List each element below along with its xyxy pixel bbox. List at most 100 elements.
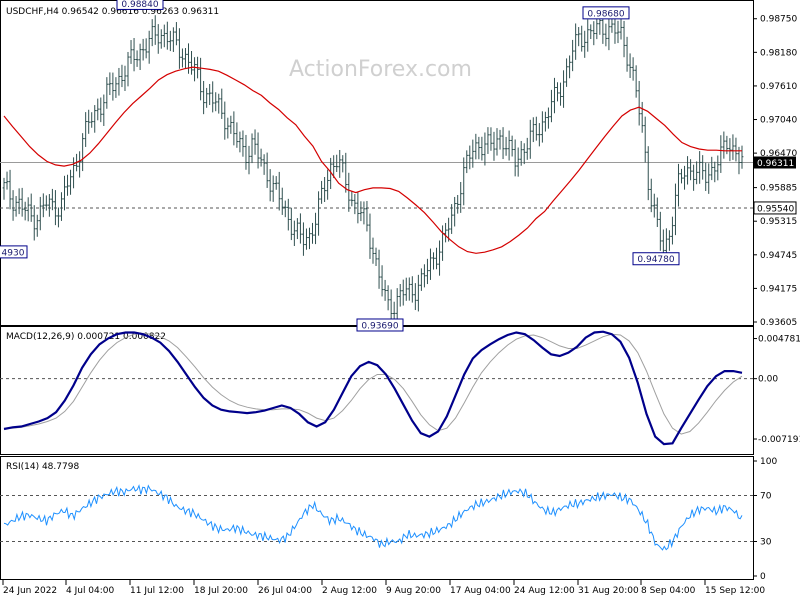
price-bar [90,112,94,128]
rsi-axis-label: 100 [760,457,777,467]
price-bar [277,171,281,211]
price-bar [332,155,336,179]
macd-main-line [3,330,743,446]
price-bar [522,143,526,165]
rsi-axis-label: 70 [760,492,772,502]
price-bar [625,36,629,72]
price-bar [683,165,686,190]
price-bar [525,137,529,160]
price-bar [147,30,151,64]
symbol-header: USDCHF,H4 0.96542 0.96616 0.96263 0.9631… [6,7,219,17]
price-bar [550,89,553,123]
time-axis-label: 24 Aug 12:00 [514,586,575,596]
price-bar [692,164,696,191]
price-bar [117,67,121,96]
price-bar [50,188,54,211]
price-bar [11,190,15,221]
price-bar [429,248,432,280]
level-label: 0.95540 [757,204,794,214]
price-bar [435,247,438,270]
price-bar [441,225,444,261]
annotation-box [632,252,680,266]
price-bar [668,230,671,251]
price-bar [734,137,738,162]
price-bar [150,19,154,47]
price-bar [649,178,653,213]
price-bar [108,72,112,96]
price-bar [344,152,348,193]
price-bar [513,139,517,177]
price-bar [495,128,499,156]
price-bar [220,88,224,119]
price-bar [44,195,48,211]
price-bar [719,135,723,173]
price-bar [126,51,130,87]
price-bar [380,265,384,297]
rsi-levels [0,495,753,542]
price-bar [214,92,218,112]
price-bar [537,123,541,147]
price-bar [69,169,72,195]
annotation-box [582,6,630,20]
price-bar [54,190,57,226]
price-bar [737,146,741,175]
price-bar [314,212,317,245]
price-annotation: 0.98680 [582,6,630,20]
price-axis-label: 0.98180 [760,48,797,58]
current-price-label: 0.96311 [757,159,794,169]
price-bar [592,21,596,46]
price-bar [114,77,118,98]
price-bar [474,133,478,160]
price-axis-label: 0.94745 [760,251,797,261]
annotation-box [116,0,164,10]
time-axis-label: 8 Sep 04:00 [641,586,696,596]
price-bar [658,211,662,251]
price-bar [187,43,190,74]
price-bar [202,80,206,115]
price-axis-label: 0.97040 [760,116,797,126]
price-bar [102,94,106,126]
price-bar [217,93,221,114]
price-bar [398,283,402,307]
annotation-label: 0.98840 [121,0,158,10]
price-axis-label: 0.93605 [760,318,797,328]
price-bar [141,38,145,61]
price-bar [184,48,187,68]
price-bar [426,258,429,285]
price-bar [66,174,69,196]
price-bar [580,25,584,52]
price-bar [41,193,45,218]
price-bar [359,201,363,222]
price-axis-label: 0.95885 [760,184,797,194]
price-bar [619,16,623,40]
price-bar [571,39,575,72]
price-axis-label: 0.95315 [760,217,797,227]
time-axis-label: 17 Aug 04:00 [450,586,511,596]
price-bar [320,180,323,204]
price-bar [634,65,638,98]
price-bar [308,227,311,250]
price-bar [47,194,51,217]
price-bar [704,162,708,191]
price-bar [283,200,287,218]
price-bar [559,82,562,106]
price-bar [586,19,590,52]
price-bar [450,204,454,234]
watermark: ActionForex.com [289,57,472,82]
price-bar [504,136,508,156]
price-bar [8,169,12,210]
price-axis-label: 0.96470 [760,149,797,159]
price-axis-label: 0.94175 [760,284,797,294]
time-axis-label: 4 Jul 04:00 [66,586,115,596]
price-bar [507,130,511,161]
price-bar [716,155,720,181]
price-bar [29,193,33,222]
price-bar [695,161,699,185]
price-bar [138,43,142,71]
price-bar [57,207,60,228]
price-bar [459,181,463,213]
price-bar [565,58,568,87]
price-bar [589,24,593,40]
price-bar [87,109,91,134]
price-bar [664,228,668,257]
